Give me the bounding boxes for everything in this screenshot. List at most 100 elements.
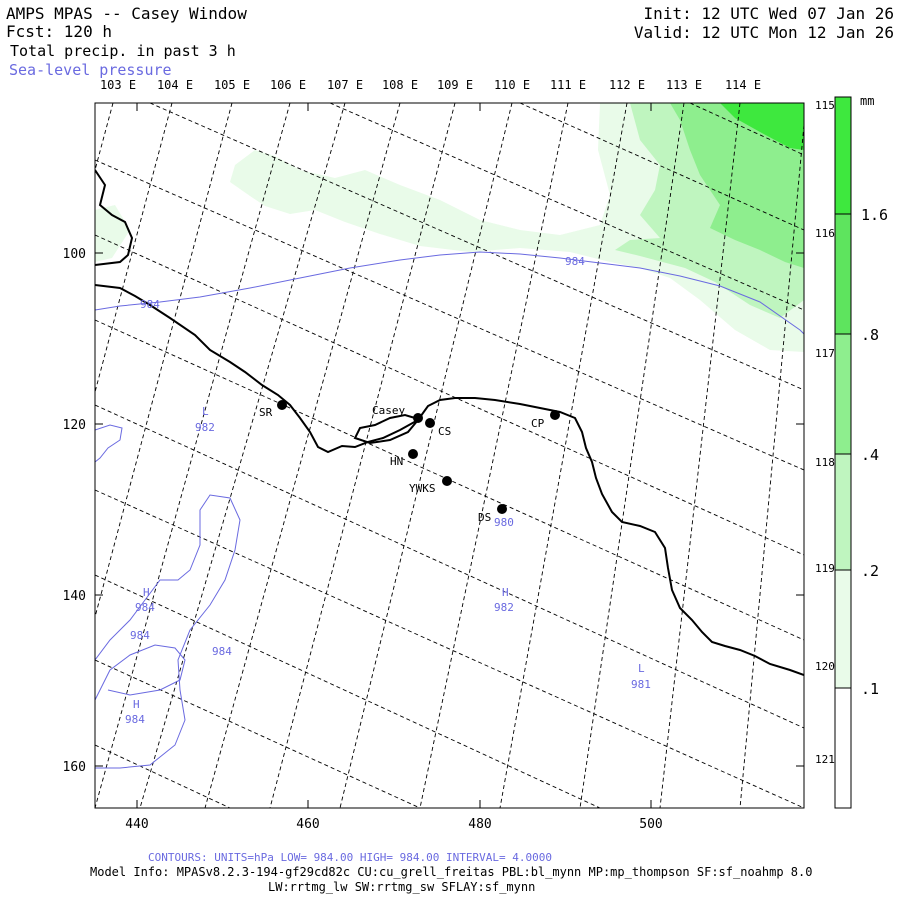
lon-label: 106 E [270, 78, 306, 92]
y-tick-label: 120 [63, 418, 86, 433]
parallel-7 [95, 659, 421, 808]
station-ds[interactable]: DS [478, 504, 507, 524]
colorbar-tick-label: .4 [861, 446, 879, 464]
station-ywks[interactable]: YWKS [409, 476, 452, 495]
station-sr[interactable]: SR [259, 400, 287, 419]
lon-label: 114 E [725, 78, 761, 92]
lon-label: 113 E [666, 78, 702, 92]
colorbar-segment-none [835, 688, 851, 808]
meridian-115 [739, 124, 804, 808]
parallel-8 [95, 744, 231, 808]
lon-label: 111 E [550, 78, 586, 92]
station-casey[interactable]: Casey [372, 404, 423, 423]
coastline [95, 169, 804, 676]
station-hn-label: HN [390, 455, 403, 468]
colorbar-tick-label: 1.6 [861, 206, 888, 224]
lon-label: 105 E [214, 78, 250, 92]
station-cs-marker[interactable] [425, 418, 435, 428]
x-tick-label: 440 [125, 817, 148, 832]
pressure-value-984-h1: 984 [135, 601, 155, 614]
contour-984-sw-edge [95, 424, 123, 463]
x-tick-label: 500 [639, 817, 662, 832]
latlon-grid [95, 103, 804, 808]
contour-label-984-c2: 984 [212, 645, 232, 658]
colorbar-segment-lightest [835, 570, 851, 688]
contour-984-inner [95, 644, 186, 701]
y-axis-labels: 100 120 140 160 [63, 247, 86, 775]
station-casey-marker[interactable] [413, 413, 423, 423]
parallel-10 [329, 103, 804, 311]
station-ds-marker[interactable] [497, 504, 507, 514]
pressure-value-980: 980 [494, 516, 514, 529]
meridian-105 [95, 103, 233, 618]
pressure-value-982-low: 982 [195, 421, 215, 434]
station-cp[interactable]: CP [531, 410, 560, 430]
y-tick-label: 100 [63, 247, 86, 262]
station-hn-marker[interactable] [408, 449, 418, 459]
y-axis [95, 252, 804, 767]
station-hn[interactable]: HN [390, 449, 418, 468]
meridian-103 [95, 103, 114, 171]
colorbar-tick-label: .8 [861, 326, 879, 344]
x-tick-label: 480 [468, 817, 491, 832]
contour-label-984-c1: 984 [130, 629, 150, 642]
valid-time: Valid: 12 UTC Mon 12 Jan 26 [634, 23, 894, 42]
station-cs[interactable]: CS [425, 418, 451, 438]
parallel-6 [95, 574, 601, 808]
y-tick-label: 160 [63, 760, 86, 775]
meridian-114 [659, 103, 741, 808]
x-axis [136, 103, 652, 808]
meridian-109 [269, 103, 456, 808]
pressure-value-984-h2: 984 [125, 713, 145, 726]
center-label-l1: L [202, 405, 209, 418]
map-title: AMPS MPAS -- Casey Window [6, 4, 247, 23]
forecast-hour: Fcst: 120 h [6, 22, 112, 41]
colorbar-unit: mm [860, 94, 874, 108]
coastline-peninsula [95, 169, 134, 266]
meridian-107 [139, 103, 346, 808]
field-name: Total precip. in past 3 h [10, 42, 236, 60]
meridian-104 [95, 103, 173, 393]
x-tick-label: 460 [296, 817, 319, 832]
station-sr-marker[interactable] [277, 400, 287, 410]
center-label-h3: H [133, 698, 140, 711]
precip-area-heavy [670, 103, 804, 268]
lon-label: 112 E [609, 78, 645, 92]
lon-label: 109 E [437, 78, 473, 92]
station-sr-label: SR [259, 406, 273, 419]
parallel-1 [95, 159, 804, 471]
pressure-value-982-high: 982 [494, 601, 514, 614]
center-label-l2: L [638, 662, 645, 675]
colorbar-segment-light [835, 454, 851, 570]
contour-label-984-east: 984 [565, 255, 585, 268]
parallel-11 [519, 103, 804, 231]
parallel-2 [95, 234, 804, 556]
colorbar-segment-heavy [835, 214, 851, 334]
lon-label: 104 E [157, 78, 193, 92]
station-ywks-label: YWKS [409, 482, 436, 495]
coastline-main [95, 284, 804, 676]
pressure-value-981: 981 [631, 678, 651, 691]
meridian-111 [419, 103, 569, 808]
colorbar-tick-label: .2 [861, 562, 879, 580]
model-schemes: LW:rrtmg_lw SW:rrtmg_sw SFLAY:sf_mynn [268, 880, 535, 894]
station-cs-label: CS [438, 425, 451, 438]
station-cp-label: CP [531, 417, 545, 430]
precip-shading [95, 103, 804, 352]
station-cp-marker[interactable] [550, 410, 560, 420]
center-label-h2: H [143, 586, 150, 599]
station-ds-label: DS [478, 511, 491, 524]
meridian-110 [339, 103, 513, 808]
lon-label: 107 E [327, 78, 363, 92]
colorbar-frame [834, 96, 852, 809]
longitude-labels-top: 103 E 104 E 105 E 106 E 107 E 108 E 109 … [100, 78, 761, 92]
station-casey-label: Casey [372, 404, 405, 417]
parallel-5 [95, 489, 804, 808]
contour-984-north [95, 251, 804, 335]
lon-label: 110 E [494, 78, 530, 92]
station-ywks-marker[interactable] [442, 476, 452, 486]
precip-area-max [720, 103, 804, 150]
contour-label-984-west: 984 [140, 298, 160, 311]
